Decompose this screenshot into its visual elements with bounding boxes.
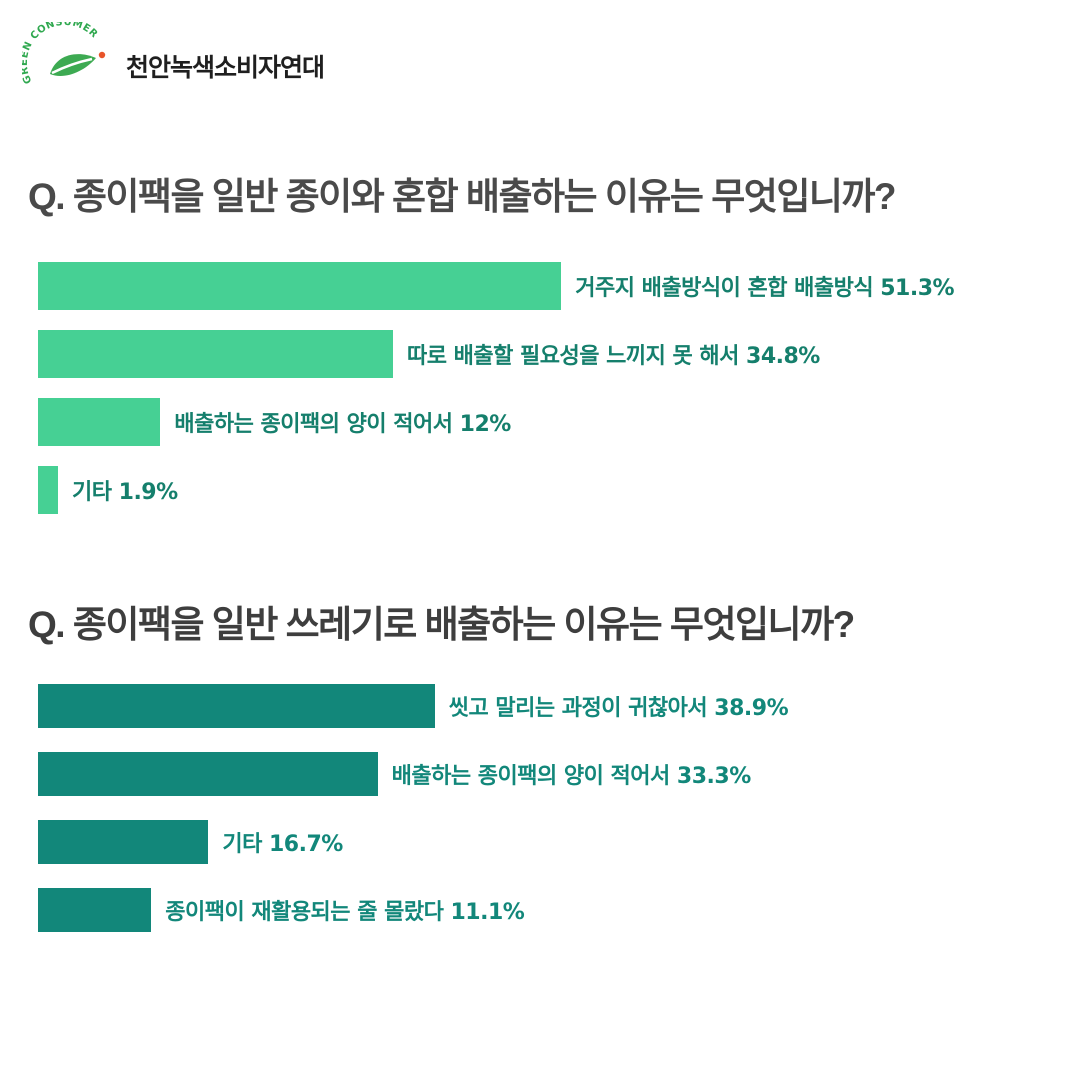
bar bbox=[38, 262, 562, 310]
bar bbox=[38, 684, 435, 728]
bar-category: 기타 bbox=[72, 480, 112, 505]
bar-label: 씻고 말리는 과정이 귀찮아서 38.9% bbox=[448, 690, 789, 722]
bar-category: 씻고 말리는 과정이 귀찮아서 bbox=[448, 696, 708, 721]
bar bbox=[38, 820, 209, 864]
bar-category: 기타 bbox=[222, 832, 262, 857]
bar-value: 38.9% bbox=[707, 696, 789, 721]
organization-name: 천안녹색소비자연대 bbox=[126, 53, 325, 82]
bar-value: 34.8% bbox=[738, 344, 820, 369]
question-2-title: Q. 종이팩을 일반 쓰레기로 배출하는 이유는 무엇입니까? bbox=[28, 604, 855, 645]
bar-value: 33.3% bbox=[669, 764, 751, 789]
bar-label: 따로 배출할 필요성을 느끼지 못 해서 34.8% bbox=[407, 338, 820, 370]
bar-label: 배출하는 종이팩의 양이 적어서 33.3% bbox=[391, 758, 752, 790]
bar bbox=[38, 888, 152, 932]
bar-label: 기타 16.7% bbox=[222, 826, 343, 858]
bar bbox=[38, 752, 378, 796]
logo: GREEN CONSUMER 천안녹색소비자연대 bbox=[22, 22, 352, 92]
bar bbox=[38, 466, 58, 514]
bar-value: 51.3% bbox=[873, 276, 955, 301]
bar bbox=[38, 330, 393, 378]
bar-label: 배출하는 종이팩의 양이 적어서 12% bbox=[174, 406, 512, 438]
green-consumer-leaf-icon: GREEN CONSUMER bbox=[22, 22, 106, 85]
bar-value: 16.7% bbox=[261, 832, 343, 857]
bar-label: 종이팩이 재활용되는 줄 몰랐다 11.1% bbox=[165, 894, 525, 926]
bar-category: 배출하는 종이팩의 양이 적어서 bbox=[391, 764, 671, 789]
bar-category: 배출하는 종이팩의 양이 적어서 bbox=[174, 412, 453, 437]
bar-label: 기타 1.9% bbox=[72, 474, 178, 506]
bar-value: 1.9% bbox=[111, 480, 179, 505]
bar bbox=[38, 398, 161, 446]
bar-value: 12% bbox=[452, 412, 512, 437]
bar-category: 거주지 배출방식이 혼합 배출방식 bbox=[575, 276, 874, 301]
bar-category: 종이팩이 재활용되는 줄 몰랐다 bbox=[165, 900, 444, 925]
bar-category: 따로 배출할 필요성을 느끼지 못 해서 bbox=[406, 344, 739, 369]
bar-label: 거주지 배출방식이 혼합 배출방식 51.3% bbox=[575, 270, 954, 302]
question-1-title: Q. 종이팩을 일반 종이와 혼합 배출하는 이유는 무엇입니까? bbox=[28, 176, 897, 217]
bar-value: 11.1% bbox=[443, 900, 525, 925]
